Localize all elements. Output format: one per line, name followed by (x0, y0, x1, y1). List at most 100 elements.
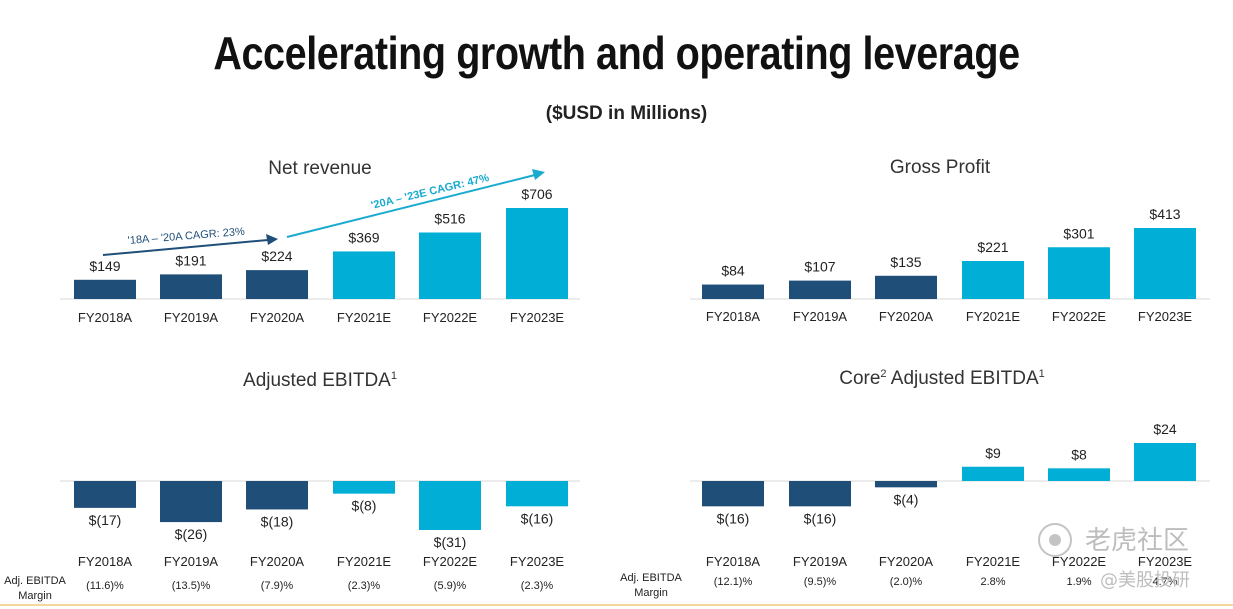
chart0-bar (506, 208, 568, 299)
chart2-bar (160, 481, 222, 523)
chart0-value-label: $706 (521, 186, 552, 202)
chart1-tick-label: FY2023E (1138, 309, 1193, 324)
chart1-tick-label: FY2022E (1052, 309, 1107, 324)
chart3-tick-label: FY2022E (1052, 554, 1107, 569)
chart0-tick-label: FY2020A (250, 310, 305, 325)
chart2-bar (74, 481, 136, 508)
margin-label-left-1: Adj. EBITDA (4, 575, 66, 587)
chart0-tick-label: FY2019A (164, 310, 219, 325)
chart2-tick-label: FY2023E (510, 554, 565, 569)
chart1-tick-label: FY2018A (706, 309, 761, 324)
chart0-value-label: $149 (89, 258, 120, 274)
chart3-bar (1134, 443, 1196, 481)
watermark: 老虎社区 @美股投研 (1038, 523, 1190, 591)
core-title-main: Adjusted EBITDA (887, 368, 1039, 389)
chart2-value-label: $(26) (175, 526, 208, 542)
chart0-tick-label: FY2021E (337, 310, 392, 325)
core-title-pre: Core (839, 368, 880, 389)
chart1-value-label: $107 (804, 259, 835, 275)
margin-label-left-2: Margin (18, 590, 52, 602)
chart2-value-label: $(17) (89, 512, 122, 528)
chart2-bar (419, 481, 481, 530)
chart1-tick-label: FY2021E (966, 309, 1021, 324)
chart2-value-label: $(18) (261, 513, 294, 529)
chart1-bar (1048, 247, 1110, 299)
chart0-value-label: $224 (261, 248, 292, 264)
chart0-value-label: $369 (348, 229, 379, 245)
chart1-bar (702, 284, 764, 299)
chart3-value-label: $8 (1071, 446, 1087, 462)
chart0-tick-label: FY2022E (423, 310, 478, 325)
chart3-margin-label: (12.1)% (714, 576, 753, 588)
chart3-tick-label: FY2023E (1138, 554, 1193, 569)
chart0-tick-label: FY2018A (78, 310, 133, 325)
chart0-bar (160, 274, 222, 299)
watermark-logo-icon (1038, 523, 1072, 557)
chart0-value-label: $516 (434, 210, 465, 226)
chart2-tick-label: FY2021E (337, 554, 392, 569)
chart0-bar (333, 251, 395, 299)
chart2-tick-label: FY2018A (78, 554, 133, 569)
chart2-tick-label: FY2019A (164, 554, 219, 569)
chart3-value-label: $(16) (717, 510, 750, 526)
chart1-bar (1134, 228, 1196, 299)
chart0-bar (419, 232, 481, 299)
watermark-logo-center-icon (1049, 534, 1061, 546)
margin-label-right-1: Adj. EBITDA (620, 572, 682, 584)
chart1-bar (962, 261, 1024, 299)
core-adjusted-ebitda-title: Core2 Adjusted EBITDA1 (839, 368, 1045, 389)
gross-profit-title: Gross Profit (890, 157, 991, 178)
chart3-tick-label: FY2019A (793, 554, 848, 569)
watermark-line2: @美股投研 (1100, 570, 1190, 591)
adjusted-ebitda-title-sup: 1 (391, 370, 397, 382)
chart2-value-label: $(31) (434, 534, 467, 550)
chart2-margin-label: (5.9)% (434, 580, 467, 592)
cagr-arrow-second (286, 174, 536, 238)
bar-marks: $149 FY2018A $191 FY2019A $224 FY2020A $369 FY2… (60, 186, 1210, 592)
chart3-margin-label: 4.7% (1152, 576, 1177, 588)
cagr-arrow-first (102, 239, 269, 256)
chart3-value-label: $(16) (804, 510, 837, 526)
chart3-value-label: $24 (1153, 421, 1177, 437)
chart3-value-label: $(4) (894, 491, 919, 507)
chart0-bar (74, 279, 136, 299)
chart3-bar (702, 481, 764, 507)
adjusted-ebitda-title-text: Adjusted EBITDA (243, 370, 391, 391)
chart2-bar (333, 481, 395, 494)
page-subtitle: ($USD in Millions) (545, 103, 708, 124)
chart3-value-label: $9 (985, 445, 1001, 461)
chart3-margin-label: 1.9% (1066, 576, 1091, 588)
adjusted-ebitda-title: Adjusted EBITDA1 (243, 370, 397, 391)
chart2-margin-label: (2.3)% (348, 580, 381, 592)
page-title: Accelerating growth and operating levera… (213, 27, 1020, 79)
chart1-value-label: $135 (890, 254, 921, 270)
chart3-bar (789, 481, 851, 507)
chart0-bar (246, 270, 308, 299)
chart2-margin-label: (11.6)% (86, 580, 124, 592)
chart3-margin-label: (2.0)% (890, 576, 923, 588)
net-revenue-title: Net revenue (268, 158, 372, 179)
bottom-rule (0, 604, 1233, 606)
chart1-bar (875, 275, 937, 299)
chart2-value-label: $(8) (352, 498, 377, 514)
core-title-sup1: 2 (880, 368, 886, 380)
chart2-margin-label: (7.9)% (261, 580, 294, 592)
chart3-margin-label: (9.5)% (804, 576, 837, 588)
chart2-tick-label: FY2022E (423, 554, 478, 569)
chart2-margin-label: (2.3)% (521, 580, 554, 592)
chart1-bar (789, 280, 851, 299)
chart3-tick-label: FY2020A (879, 554, 934, 569)
cagr-arrowhead-second (532, 169, 545, 180)
core-title-sup: 1 (1039, 368, 1045, 380)
chart1-tick-label: FY2020A (879, 309, 934, 324)
chart1-tick-label: FY2019A (793, 309, 848, 324)
chart3-tick-label: FY2018A (706, 554, 761, 569)
chart3-bar (875, 481, 937, 488)
chart2-bar (506, 481, 568, 507)
cagr-label-second: '20A – '23E CAGR: 47% (370, 172, 491, 212)
chart1-value-label: $221 (977, 239, 1008, 255)
chart0-value-label: $191 (175, 252, 206, 268)
chart1-value-label: $413 (1149, 206, 1180, 222)
chart0-tick-label: FY2023E (510, 310, 565, 325)
